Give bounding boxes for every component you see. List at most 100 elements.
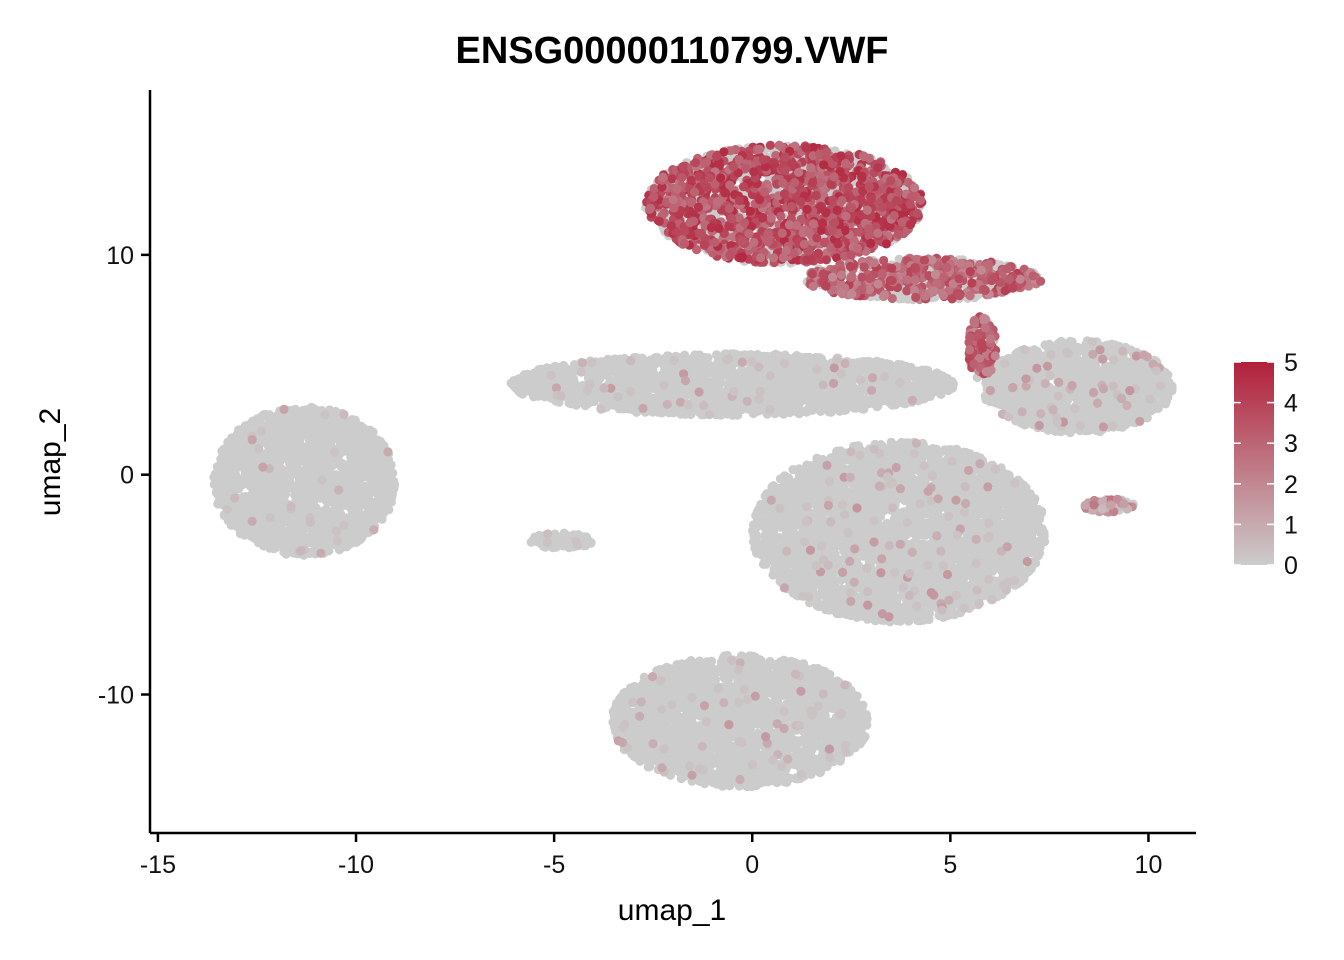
- cell-point: [370, 509, 380, 519]
- cell-point: [312, 427, 322, 437]
- cell-point: [825, 404, 835, 414]
- cell-point: [284, 432, 294, 442]
- cell-point: [315, 493, 325, 503]
- cell-point: [251, 471, 261, 481]
- cell-point: [223, 437, 233, 447]
- cell-point: [221, 463, 231, 473]
- cell-point: [363, 470, 373, 480]
- cell-point: [356, 485, 366, 495]
- cell-point: [558, 536, 568, 546]
- cell-point: [316, 511, 326, 522]
- cell-point: [733, 402, 743, 412]
- cell-point: [795, 389, 806, 399]
- cell-point: [292, 531, 302, 541]
- cell-point: [288, 522, 298, 533]
- cell-point: [912, 368, 923, 378]
- cell-point: [687, 355, 697, 366]
- cell-point: [280, 526, 290, 536]
- cell-point: [319, 527, 329, 537]
- cell-point: [280, 484, 290, 494]
- cell-point: [357, 532, 367, 542]
- cell-point: [681, 384, 692, 394]
- cell-point: [614, 404, 625, 414]
- cell-point: [301, 537, 311, 547]
- cell-point: [211, 487, 221, 497]
- cell-point: [292, 450, 302, 461]
- cell-point: [301, 472, 311, 482]
- cell-point: [330, 412, 340, 422]
- cell-point: [272, 434, 282, 444]
- cell-point: [382, 495, 392, 505]
- cell-point: [660, 361, 670, 371]
- cell-point: [745, 371, 755, 382]
- cell-point: [771, 349, 781, 359]
- cell-point: [264, 454, 274, 464]
- cell-point: [566, 399, 576, 409]
- cell-point: [816, 396, 827, 406]
- cell-point: [388, 468, 398, 478]
- cell-point: [651, 375, 661, 385]
- cell-point: [347, 482, 358, 492]
- cell-point: [569, 387, 580, 398]
- cell-point: [702, 369, 712, 380]
- cell-point: [782, 402, 793, 412]
- cell-point: [373, 457, 383, 468]
- cell-point: [522, 385, 532, 395]
- cell-point: [365, 425, 375, 435]
- cell-point: [304, 433, 314, 443]
- cell-point: [347, 498, 357, 508]
- cell-point: [668, 372, 678, 382]
- cell-point: [266, 411, 276, 421]
- cell-point: [375, 436, 385, 447]
- cell-point: [320, 430, 330, 440]
- cell-point: [367, 444, 378, 454]
- cell-point: [936, 370, 946, 380]
- cell-point: [717, 363, 727, 373]
- cell-point: [699, 357, 709, 367]
- cell-point: [666, 386, 676, 396]
- cell-point: [348, 464, 359, 474]
- cell-point: [355, 500, 365, 510]
- cell-point: [735, 367, 745, 377]
- cell-point: [902, 364, 912, 374]
- cell-point: [265, 444, 275, 454]
- cell-point: [379, 508, 389, 518]
- cell-point: [838, 401, 849, 411]
- cell-point: [797, 354, 807, 364]
- cell-point: [883, 364, 893, 374]
- cell-point: [388, 479, 398, 490]
- cell-point: [917, 381, 927, 391]
- cell-point: [276, 502, 286, 512]
- cell-point: [897, 294, 907, 304]
- cell-point: [648, 407, 658, 417]
- cell-point: [246, 418, 256, 428]
- cell-point: [917, 394, 927, 404]
- cell-point: [855, 387, 865, 397]
- cell-point: [873, 399, 884, 409]
- cell-point: [313, 457, 323, 467]
- cell-point: [777, 387, 788, 397]
- cell-point: [281, 549, 291, 559]
- cell-point: [622, 404, 633, 414]
- cell-point: [599, 364, 610, 374]
- cell-point: [285, 440, 295, 450]
- cell-point: [308, 499, 318, 509]
- cell-point: [303, 415, 313, 425]
- cell-point: [861, 357, 871, 367]
- cell-point: [256, 412, 267, 422]
- cell-point: [257, 487, 267, 497]
- cell-point: [594, 373, 604, 383]
- cell-point: [354, 523, 364, 533]
- cell-point: [351, 451, 361, 461]
- cell-point: [712, 350, 722, 360]
- cell-point: [808, 396, 818, 406]
- cell-point: [737, 383, 748, 393]
- cell-point: [569, 377, 579, 387]
- cell-point: [726, 371, 736, 381]
- cell-point: [292, 432, 302, 442]
- cell-point: [321, 463, 331, 473]
- cell-point: [827, 390, 837, 400]
- cell-point: [557, 375, 567, 385]
- cell-point: [338, 429, 348, 439]
